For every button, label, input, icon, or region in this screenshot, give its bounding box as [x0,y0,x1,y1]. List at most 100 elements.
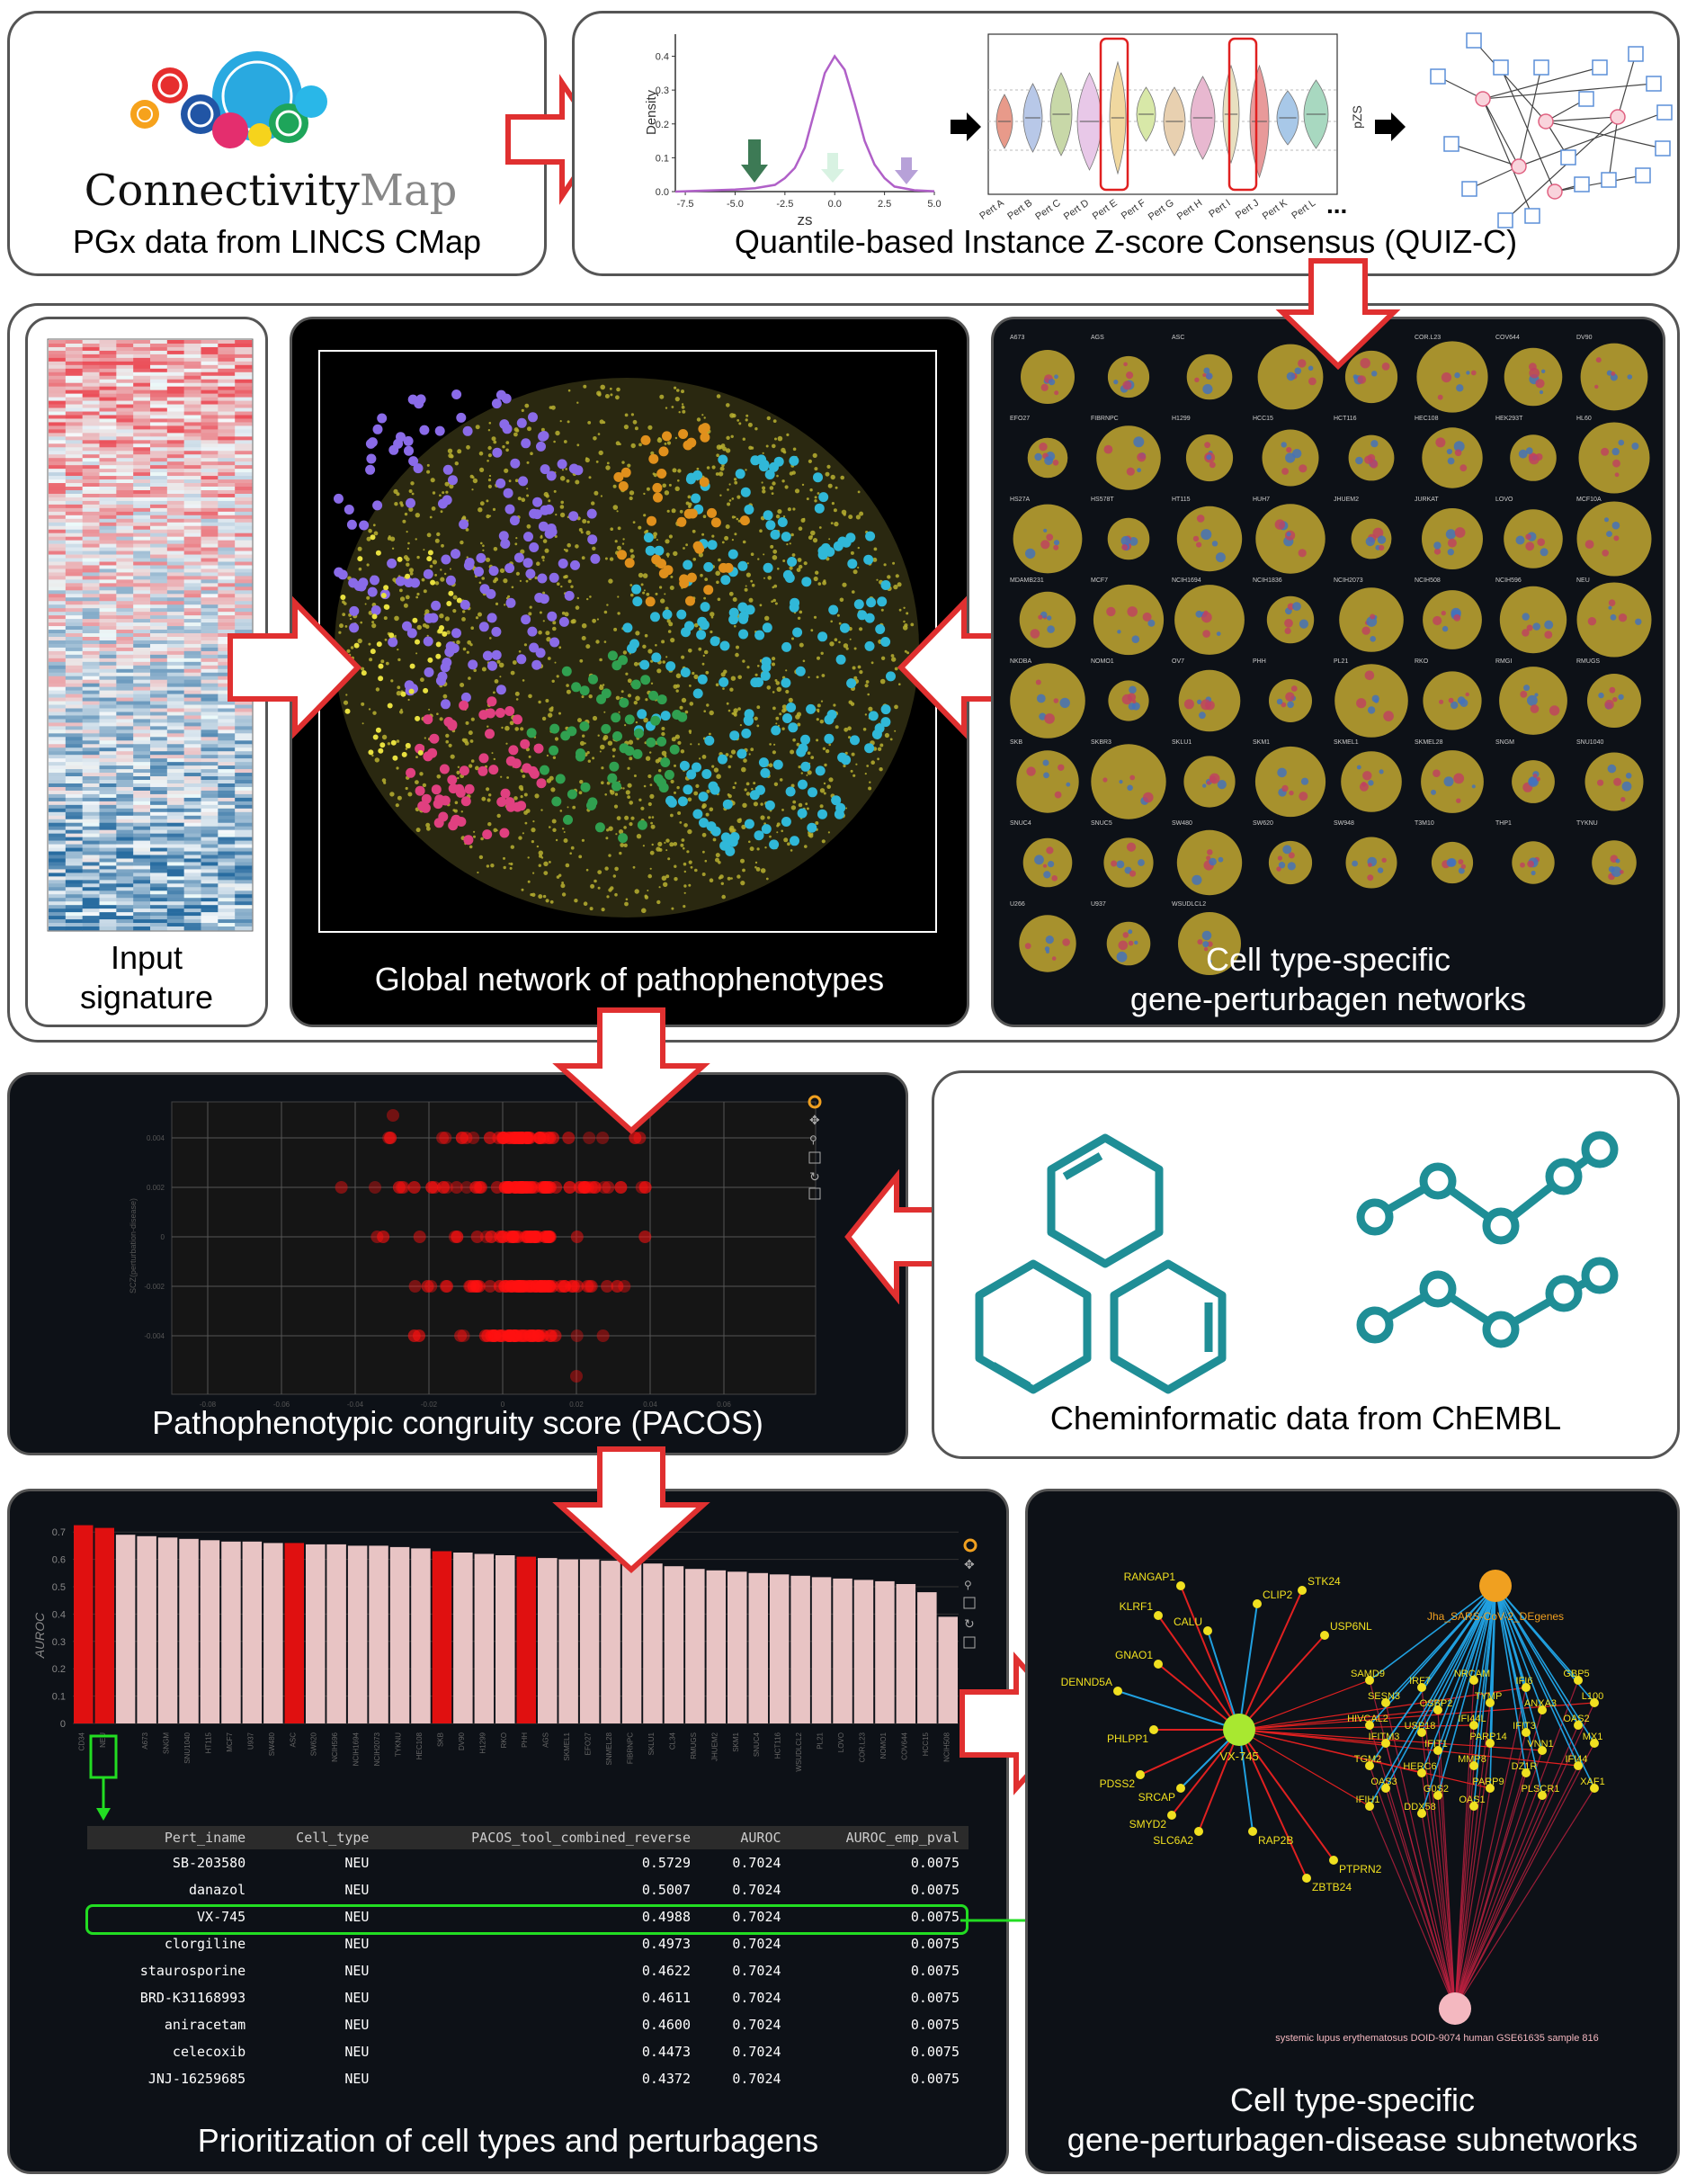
input-caption-line1: Input [110,939,183,976]
cell-line-label: T3M10 [1415,820,1434,827]
table-row: VX-745 NEU 0.4988 0.7024 0.0075 [87,1903,968,1930]
gene-label: IFI6 [1516,1676,1533,1687]
auroc-bar [579,1559,600,1723]
pacos-point [596,1329,610,1342]
toolbar[interactable]: ✥ ⚲ ↻ [963,1538,977,1649]
table-cell: 0.0075 [910,1963,960,1979]
table-cell: 0.0075 [910,1855,960,1871]
gene-label: ZBTB24 [1312,1881,1352,1893]
pacos-point [450,1181,463,1194]
quizc-caption: Quantile-based Instance Z-score Consensu… [734,223,1518,260]
table-cell: NEU [344,2044,370,2060]
gene-node [1298,1586,1307,1595]
cell-network-node-cluster [1093,584,1165,656]
auroc-bar-chart: 0.7 0.6 0.5 0.4 0.3 0.2 0.1 0 CD34 NEU A673 SNGM SN… [32,1525,977,1821]
cell-line-label: PHH [1253,658,1266,665]
gene-node [1381,1784,1390,1793]
gene-node [1365,1721,1374,1730]
pacos-point [436,1132,450,1144]
cell-line-label: HCT116 [1334,416,1357,422]
cell-line-label: HCC15 [1253,416,1273,422]
cell-network-node-cluster [1578,422,1650,494]
pacos-point [421,1280,434,1293]
gene-node [1538,1705,1547,1714]
cell-line-label: SW480 [1172,820,1192,827]
pacos-point [596,1132,610,1144]
gene-label: SLC6A2 [1153,1834,1193,1847]
auroc-xtick: COV644 [900,1732,908,1759]
gene-label: RAP2B [1258,1834,1293,1847]
pacos-point [478,1329,492,1342]
gene-node [1538,1746,1547,1755]
auroc-ytick: 0.5 [52,1582,66,1593]
auroc-bar [875,1580,895,1723]
pacos-xtick: 0.06 [717,1401,731,1409]
auroc-xtick: NOMO1 [879,1732,888,1759]
pacos-point [543,1280,557,1293]
pacos-point [520,1181,533,1194]
auroc-bar [769,1574,790,1723]
cell-line-label: MDAMB231 [1010,577,1044,584]
pacos-point [425,1181,439,1194]
pacos-point [581,1280,594,1293]
pacos-point [629,1132,642,1144]
gene-label: KLRF1 [1120,1600,1154,1613]
gene-label: PDSS2 [1100,1777,1136,1790]
cell-line-label: U266 [1010,901,1025,908]
table-cell: 0.7024 [732,2017,781,2033]
cell-line-label: COV644 [1495,335,1520,341]
arrow-down-icon [552,1007,710,1135]
celltype-networks-grid: A673AGSASCCL34COR.L23COV644DV90EFO27FIBR… [1010,335,1652,975]
toolbar[interactable]: ✥ ⚲ ↻ [808,1095,822,1200]
light-green-arrow-icon [821,153,844,183]
mini-network-graphic [1430,32,1673,228]
pacos-point [536,1181,549,1194]
disease-node [1439,1992,1471,2025]
pacos-point [502,1181,515,1194]
auroc-bar [347,1545,368,1723]
table-cell: clorgiline [164,1936,246,1952]
table-cell: 0.4622 [641,1963,691,1979]
gene-label: TGM2 [1354,1754,1382,1765]
arrow-down-icon [552,1446,710,1574]
gene-node [1149,1725,1158,1734]
cell-line-label: RMGI [1495,658,1512,665]
auroc-xtick: SKMEL1 [563,1732,571,1760]
pacos-point [589,1181,602,1194]
gene-label: GNAO1 [1115,1649,1153,1661]
gene-node [1656,104,1673,121]
black-arrow-icon [1375,112,1406,141]
pacos-point [451,1231,464,1243]
pacos-point [635,1181,648,1194]
prioritization-caption: Prioritization of cell types and perturb… [197,2122,819,2159]
gene-label: L100 [1582,1691,1603,1702]
auroc-ylabel: AUROC [32,1612,47,1659]
gene-node [1646,76,1662,92]
input-signature-panel: Input signature [25,317,268,1027]
auroc-xtick: CD34 [78,1732,86,1750]
auroc-bar [664,1566,684,1723]
gene-node [1433,1791,1442,1800]
table-row: SB-203580 NEU 0.5729 0.7024 0.0075 [87,1849,968,1876]
auroc-bar [643,1563,663,1723]
pacos-ytick: 0.002 [147,1184,165,1192]
drug-node [1223,1714,1255,1746]
auroc-bar [411,1548,431,1723]
auroc-xtick: SKLU1 [647,1732,656,1755]
gene-label: CLIP2 [1263,1589,1293,1601]
table-cell: 0.7024 [732,1909,781,1925]
pacos-point [464,1280,478,1293]
cell-line-label: SNUC5 [1091,820,1112,827]
gene-label: RANGAP1 [1124,1571,1176,1583]
auroc-bar [601,1561,620,1723]
density-ytick: 0.2 [656,120,669,130]
cell-line-label: HL60 [1576,416,1592,422]
gene-node [1590,1784,1599,1793]
cell-line-label: SW620 [1253,820,1273,827]
gene-label: OAS3 [1370,1777,1397,1787]
auroc-xtick: PHH [521,1732,529,1748]
gene-node [1154,1611,1163,1620]
pacos-point [392,1181,406,1194]
gene-label: USP6NL [1330,1620,1372,1633]
violin-category-label: Pert K [1261,197,1290,222]
